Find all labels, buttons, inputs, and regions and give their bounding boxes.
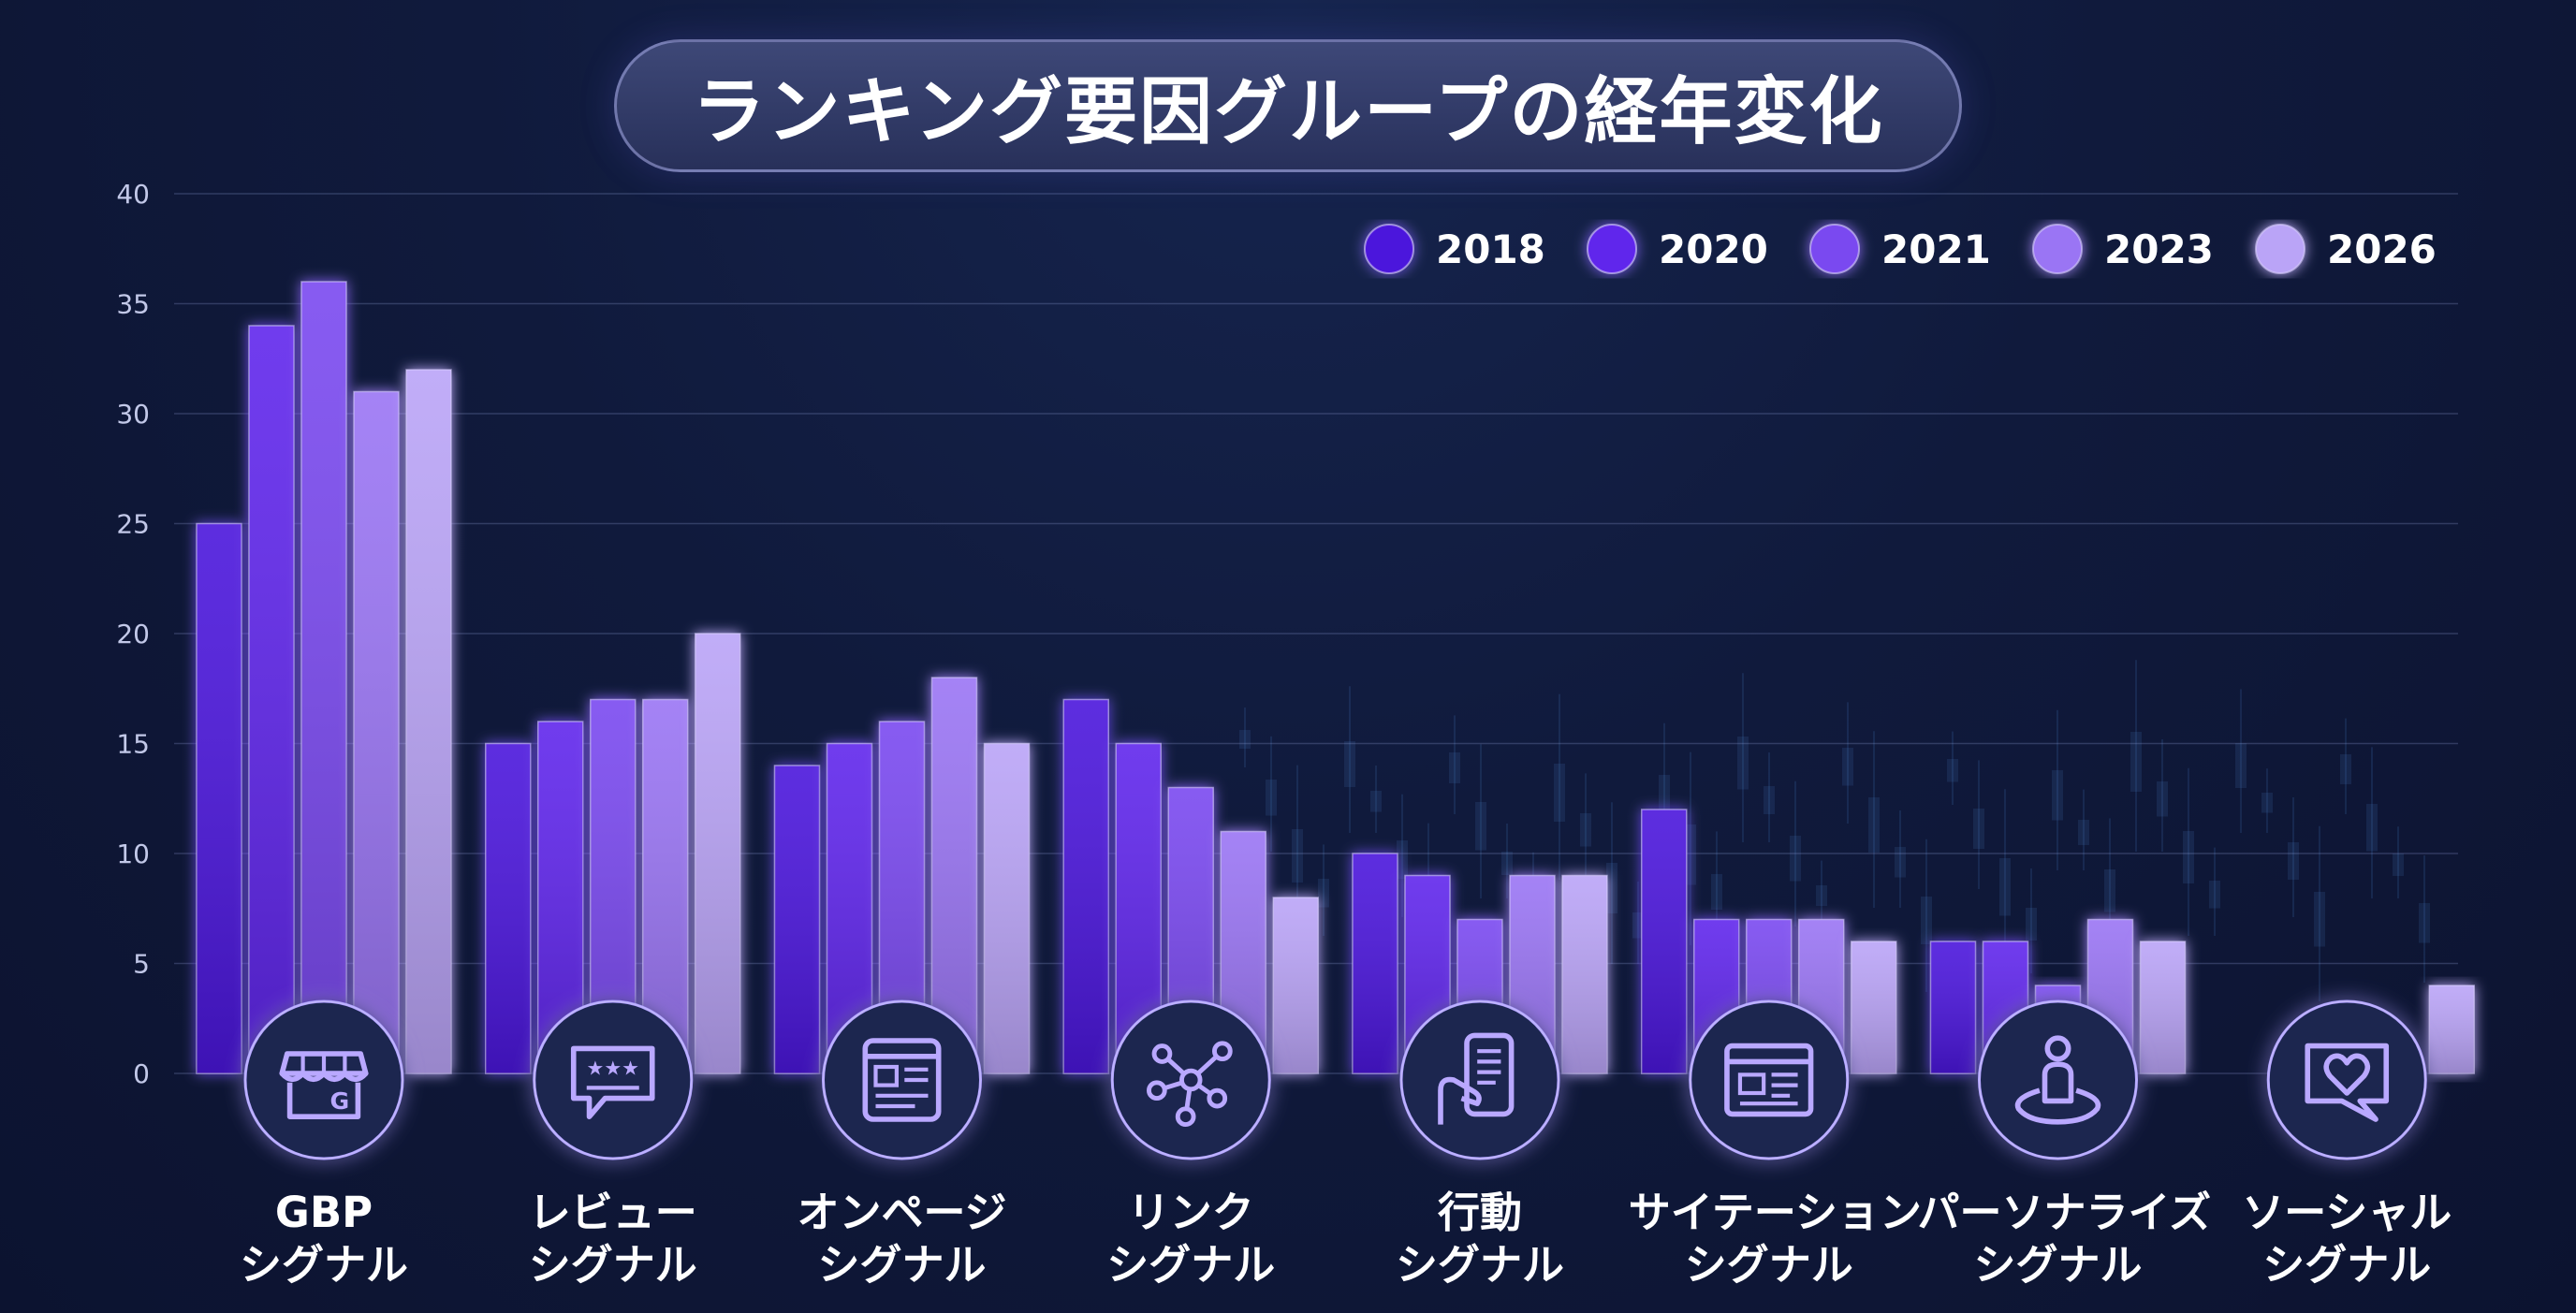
y-tick-label: 5	[133, 949, 150, 980]
legend-swatch	[1587, 224, 1637, 274]
storefront-icon	[243, 999, 404, 1160]
chart-title-pill: ランキング要因グループの経年変化	[614, 39, 1962, 172]
legend: 2018 2020 2021 2023 2026	[1364, 224, 2437, 274]
x-tick-label: GBP シグナル	[183, 1187, 464, 1291]
bar-2026-3	[1272, 897, 1319, 1074]
y-tick-label: 20	[116, 619, 150, 649]
bar-2026-2	[983, 742, 1031, 1074]
person-location-icon	[1978, 999, 2138, 1160]
x-tick-label-line2: シグナル	[239, 1240, 408, 1290]
legend-label: 2020	[1659, 226, 1768, 272]
x-tick-label-line2: シグナル	[1684, 1240, 1853, 1290]
legend-label: 2021	[1881, 226, 1991, 272]
y-tick-label: 15	[116, 729, 150, 760]
legend-item-2020: 2020	[1587, 224, 1768, 274]
bar-2018-3	[1062, 698, 1109, 1074]
bar-2020-1	[537, 721, 584, 1074]
chart-title: ランキング要因グループの経年変化	[692, 70, 1884, 154]
y-tick-label: 30	[116, 399, 150, 430]
citation-listing-icon	[1689, 999, 1850, 1160]
legend-swatch	[2032, 224, 2083, 274]
bar-2021-0	[300, 281, 347, 1074]
x-tick-label: オンページ シグナル	[762, 1187, 1043, 1291]
bar-2023-2	[930, 677, 978, 1074]
category-icons	[243, 999, 2427, 1160]
legend-label: 2023	[2104, 226, 2214, 272]
phone-hand-icon	[1399, 999, 1560, 1160]
x-tick-label-line1: サイテーション	[1628, 1188, 1922, 1237]
x-tick-label-line2: シグナル	[528, 1240, 697, 1290]
legend-swatch	[1809, 224, 1860, 274]
y-tick-label: 0	[133, 1058, 150, 1089]
x-tick-label-line2: シグナル	[817, 1240, 987, 1290]
x-tick-label: リンク シグナル	[1050, 1187, 1331, 1291]
review-stars-icon	[533, 999, 694, 1160]
legend-label: 2018	[1436, 226, 1545, 272]
legend-item-2023: 2023	[2032, 224, 2214, 274]
x-tick-label: パーソナライズ シグナル	[1917, 1187, 2212, 1291]
x-tick-label-line1: レビュー	[528, 1188, 697, 1237]
bar-2026-5	[1851, 941, 1897, 1074]
x-tick-label-line1: 行動	[1437, 1188, 1522, 1237]
x-tick-label-line2: シグナル	[1973, 1240, 2143, 1290]
legend-swatch	[2255, 224, 2305, 274]
bar-2023-0	[353, 390, 400, 1074]
bar-2018-5	[1641, 809, 1688, 1074]
y-tick-label: 35	[116, 289, 150, 320]
bar-2026-4	[1561, 874, 1608, 1074]
x-tick-label: サイテーション シグナル	[1628, 1187, 1922, 1291]
heart-chat-icon	[2266, 999, 2427, 1160]
bar-2018-1	[485, 742, 532, 1074]
bar-2020-0	[248, 325, 295, 1074]
bar-2026-0	[405, 369, 452, 1074]
legend-item-2018: 2018	[1364, 224, 1545, 274]
legend-item-2026: 2026	[2255, 224, 2437, 274]
y-axis: 0 5 10 15 20 25 30 35 40	[116, 179, 150, 1089]
bar-2018-0	[196, 522, 242, 1074]
network-link-icon	[1110, 999, 1271, 1160]
bar-2018-2	[773, 765, 821, 1074]
x-tick-label: レビュー シグナル	[473, 1187, 754, 1291]
bars	[196, 281, 2475, 1074]
x-tick-label-line1: GBP	[274, 1188, 373, 1237]
bar-2018-6	[1929, 941, 1977, 1074]
bar-2026-6	[2139, 941, 2187, 1074]
bar-2026-7	[2428, 985, 2475, 1074]
x-tick-label-line2: シグナル	[1395, 1240, 1564, 1290]
background-decoration	[1239, 660, 2430, 1001]
legend-item-2021: 2021	[1809, 224, 1991, 274]
x-tick-label-line2: シグナル	[1106, 1240, 1276, 1290]
legend-swatch	[1364, 224, 1414, 274]
x-tick-label-line1: リンク	[1127, 1188, 1254, 1237]
x-tick-label-line1: ソーシャル	[2242, 1188, 2452, 1237]
x-tick-label: 行動 シグナル	[1339, 1187, 1620, 1291]
y-tick-label: 25	[116, 509, 150, 540]
legend-label: 2026	[2327, 226, 2437, 272]
x-tick-label-line1: パーソナライズ	[1917, 1188, 2212, 1237]
x-tick-label-line1: オンページ	[797, 1188, 1007, 1237]
x-tick-label-line2: シグナル	[2262, 1240, 2432, 1290]
webpage-icon	[822, 999, 982, 1160]
y-tick-label: 10	[116, 839, 150, 869]
x-tick-label: ソーシャル シグナル	[2206, 1187, 2487, 1291]
bar-2018-4	[1352, 853, 1398, 1074]
bar-2026-1	[695, 633, 741, 1074]
y-tick-label: 40	[116, 179, 150, 210]
